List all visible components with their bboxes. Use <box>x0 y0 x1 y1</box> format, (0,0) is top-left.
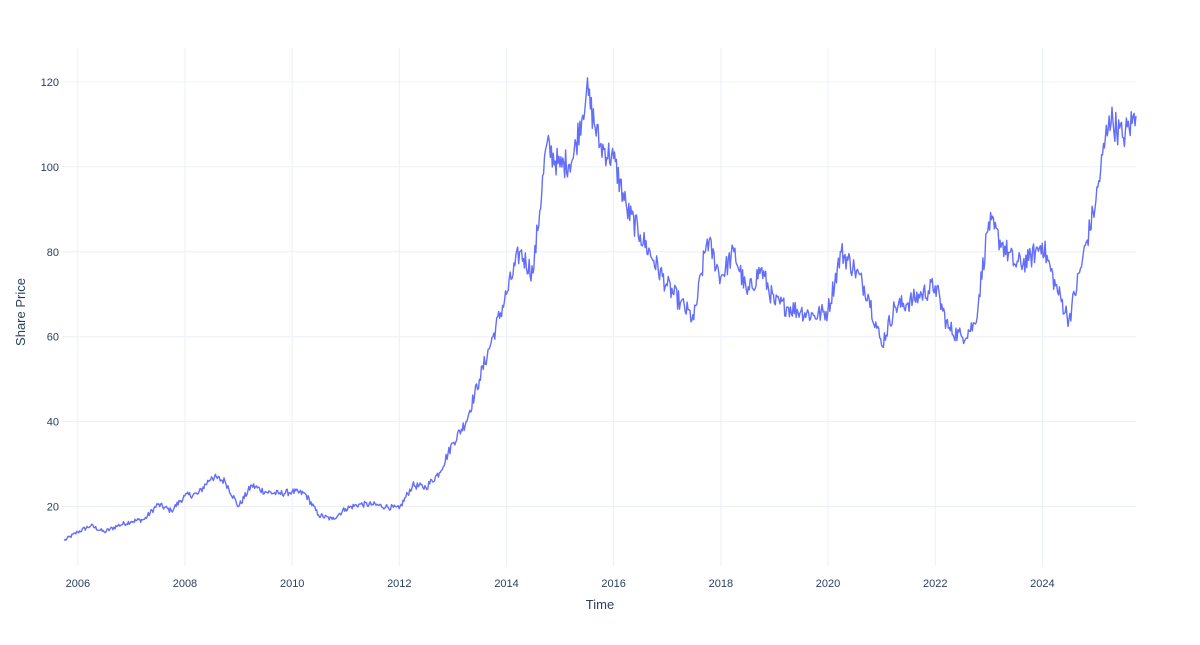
x-axis-title: Time <box>586 597 614 612</box>
grid-layer <box>62 48 1136 566</box>
y-axis-title: Share Price <box>13 278 28 346</box>
x-tick-label: 2010 <box>280 578 304 590</box>
y-tick-label: 60 <box>47 332 59 344</box>
y-tick-label: 120 <box>41 77 59 89</box>
x-tick-label: 2024 <box>1030 578 1054 590</box>
x-tick-label: 2022 <box>923 578 947 590</box>
x-tick-label: 2016 <box>601 578 625 590</box>
x-tick-label: 2014 <box>494 578 518 590</box>
series-layer <box>63 77 1137 541</box>
x-tick-label: 2020 <box>816 578 840 590</box>
series-line-0 <box>63 77 1137 541</box>
y-tick-label: 80 <box>47 247 59 259</box>
tick-labels: 2006 2008 2010 2012 2014 2016 2018 2020 2022 2024… <box>41 77 1055 590</box>
y-tick-label: 40 <box>47 417 59 429</box>
y-tick-label: 20 <box>47 502 59 514</box>
y-tick-label: 100 <box>41 162 59 174</box>
x-tick-label: 2018 <box>709 578 733 590</box>
x-tick-label: 2012 <box>387 578 411 590</box>
x-tick-label: 2006 <box>66 578 90 590</box>
x-tick-label: 2008 <box>173 578 197 590</box>
